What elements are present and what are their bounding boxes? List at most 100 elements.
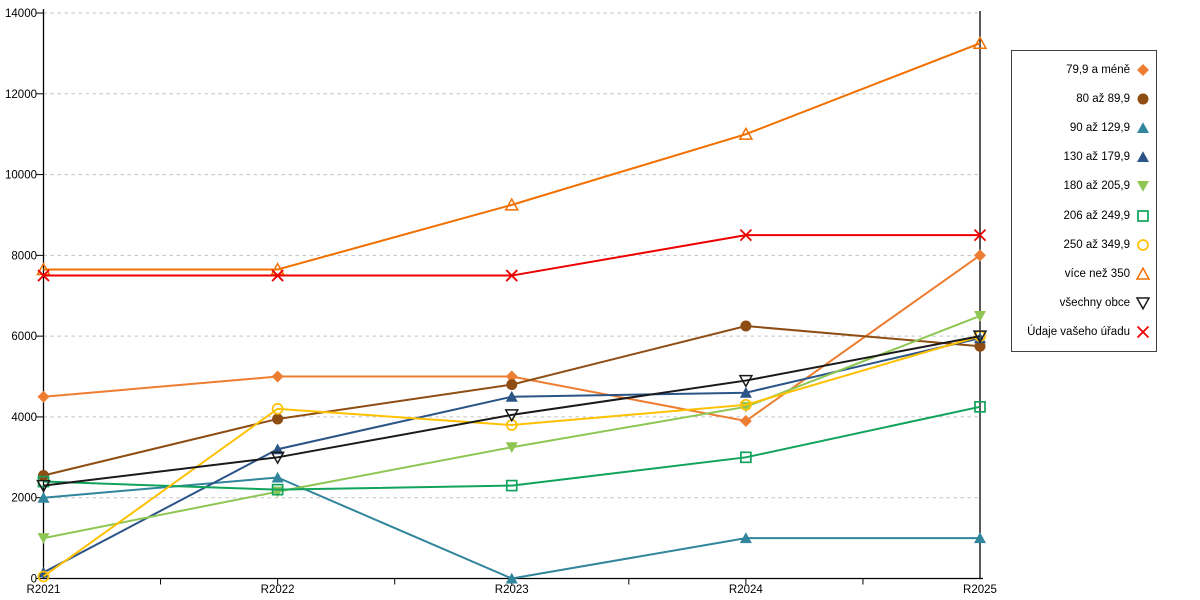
data-point-marker (739, 532, 752, 544)
data-point-marker (972, 35, 988, 50)
data-point-marker (271, 269, 284, 282)
series-8 (36, 330, 988, 493)
legend-marker-icon (1137, 209, 1149, 222)
data-point-marker (974, 532, 986, 544)
data-point-marker (973, 229, 987, 242)
data-point-marker (739, 386, 752, 398)
data-point-marker (1137, 238, 1149, 251)
data-point-marker (271, 443, 284, 455)
x-tick-label: R2024 (729, 584, 763, 596)
data-point-marker (505, 269, 518, 282)
x-tick-label: R2023 (495, 584, 529, 596)
data-point-marker (1136, 326, 1150, 339)
data-point-marker (1137, 63, 1149, 76)
data-point-marker (740, 398, 752, 411)
legend-label: 90 až 129,9 (1069, 121, 1130, 134)
y-tick-label: 6000 (11, 331, 37, 343)
data-point-marker (36, 479, 51, 493)
legend-label: všechny obce (1059, 297, 1130, 310)
legend-label: 206 až 249,9 (1063, 209, 1130, 222)
data-point-marker (505, 572, 518, 584)
legend-marker-icon (1137, 122, 1149, 133)
legend-marker-icon (1137, 181, 1149, 193)
legend-item: 130 až 179,9 (1016, 146, 1151, 168)
legend-item: 250 až 349,9 (1016, 234, 1151, 256)
data-point-marker (37, 570, 50, 583)
data-point-marker (271, 403, 284, 415)
data-point-marker (504, 409, 520, 423)
legend-label: 80 až 89,9 (1076, 92, 1130, 105)
data-point-marker (37, 533, 50, 544)
data-point-marker (739, 414, 752, 427)
data-point-marker (38, 469, 49, 481)
data-point-marker (504, 197, 520, 211)
data-point-marker (1137, 151, 1149, 163)
data-point-marker (1137, 93, 1149, 105)
x-tick-label: R2025 (963, 584, 997, 596)
data-point-marker (972, 330, 988, 344)
data-point-marker (37, 390, 50, 403)
data-point-marker (974, 249, 986, 262)
legend-marker-icon (1136, 326, 1150, 339)
data-point-marker (505, 390, 518, 402)
legend-label: 250 až 349,9 (1063, 238, 1130, 251)
data-point-marker (506, 379, 518, 391)
legend-item: 206 až 249,9 (1016, 205, 1151, 227)
data-point-marker (505, 370, 518, 383)
legend-item: 79,9 a méně (1016, 59, 1151, 81)
data-point-marker (1135, 297, 1151, 311)
series-7 (36, 35, 988, 276)
data-point-marker (272, 413, 284, 425)
y-tick-label: 0 (31, 574, 37, 586)
y-tick-label: 2000 (11, 493, 37, 505)
data-point-marker (271, 370, 284, 383)
legend-item: všechny obce (1016, 292, 1151, 314)
data-point-marker (1137, 181, 1149, 193)
data-point-marker (739, 229, 753, 242)
legend-item: 80 až 89,9 (1016, 88, 1151, 110)
legend-marker-icon (1137, 238, 1149, 251)
series-line (43, 476, 980, 580)
series-line (43, 315, 981, 540)
series-5 (37, 400, 986, 496)
series-4 (37, 310, 986, 544)
data-point-marker (505, 479, 518, 492)
legend-item: 90 až 129,9 (1016, 117, 1151, 139)
legend-marker-icon (1135, 266, 1151, 280)
x-tick-label: R2022 (261, 584, 295, 596)
y-tick-label: 8000 (11, 250, 37, 262)
legend-marker-icon (1135, 297, 1151, 311)
data-point-marker (1137, 122, 1149, 133)
y-tick-label: 4000 (11, 412, 37, 424)
series-line (43, 405, 981, 491)
y-tick-label: 14000 (5, 8, 37, 20)
series-9 (37, 229, 987, 282)
legend-marker-icon (1137, 93, 1149, 105)
data-point-marker (974, 310, 986, 322)
legend-item: více než 350 (1016, 263, 1151, 285)
x-tick-label: R2021 (27, 584, 61, 596)
data-point-marker (738, 374, 754, 388)
legend: 79,9 a méně 80 až 89,9 90 až 129,9 130 až 1… (1011, 50, 1157, 352)
data-point-marker (37, 269, 50, 282)
data-point-marker (1135, 266, 1151, 280)
series-line (43, 335, 981, 487)
data-point-marker (740, 451, 752, 464)
legend-item: Údaje vašeho úřadu (1016, 321, 1151, 343)
data-point-marker (505, 442, 518, 454)
legend-marker-icon (1137, 63, 1149, 76)
legend-label: více než 350 (1064, 267, 1130, 280)
data-point-marker (974, 400, 986, 413)
y-axis-labels: 0 2000 4000 6000 8000 10000 12000 14000 (5, 8, 37, 586)
legend-label: 180 až 205,9 (1063, 180, 1130, 193)
legend-label: Údaje vašeho úřadu (1027, 326, 1130, 339)
data-point-marker (270, 451, 285, 465)
data-point-marker (740, 320, 752, 332)
series-line (42, 335, 981, 578)
x-axis-labels: R2021 R2022 R2023 R2024 R2025 (27, 584, 997, 596)
data-point-marker (271, 471, 284, 483)
y-tick-label: 12000 (5, 89, 37, 101)
series-2 (37, 471, 986, 584)
